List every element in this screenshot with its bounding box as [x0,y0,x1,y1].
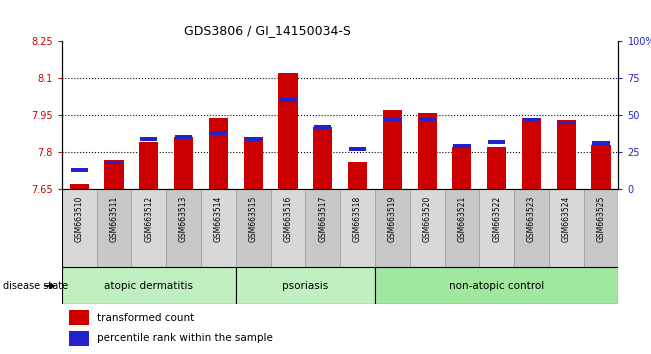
Bar [383,110,402,189]
Text: GDS3806 / GI_14150034-S: GDS3806 / GI_14150034-S [184,24,351,37]
Bar [313,127,332,189]
Text: disease state: disease state [3,281,68,291]
Bar [96,189,132,267]
Text: GSM663520: GSM663520 [422,196,432,242]
Bar [383,118,401,121]
Bar [445,189,479,267]
Bar [348,162,367,189]
Text: GSM663516: GSM663516 [283,196,292,242]
Bar [279,73,298,189]
Bar [558,121,575,124]
Text: GSM663510: GSM663510 [75,196,84,242]
Bar [514,189,549,267]
Bar [245,137,262,141]
Bar [166,189,201,267]
Bar [488,140,505,144]
Bar [375,267,618,304]
Text: transformed count: transformed count [97,313,194,323]
Text: atopic dermatitis: atopic dermatitis [104,281,193,291]
Bar [340,189,375,267]
Text: GSM663512: GSM663512 [145,196,154,242]
Text: GSM663518: GSM663518 [353,196,362,242]
Bar [201,189,236,267]
Text: GSM663513: GSM663513 [179,196,188,242]
Bar [70,184,89,189]
Bar [452,147,471,189]
Bar [584,189,618,267]
Bar [419,118,436,121]
Text: GSM663523: GSM663523 [527,196,536,242]
Bar [104,160,124,189]
Bar [349,147,366,151]
Text: non-atopic control: non-atopic control [449,281,544,291]
Bar [453,144,471,148]
Text: GSM663515: GSM663515 [249,196,258,242]
Bar [68,310,89,325]
Text: GSM663514: GSM663514 [214,196,223,242]
Text: percentile rank within the sample: percentile rank within the sample [97,333,273,343]
Bar [175,136,192,139]
Bar [487,147,506,189]
Bar [479,189,514,267]
Bar [271,189,305,267]
Text: GSM663524: GSM663524 [562,196,571,242]
Bar [375,189,409,267]
Bar [592,145,611,189]
Bar [62,267,236,304]
Bar [139,142,158,189]
Bar [68,331,89,346]
Bar [210,131,227,135]
Text: GSM663517: GSM663517 [318,196,327,242]
Bar [105,161,122,165]
Bar [236,189,271,267]
Text: GSM663525: GSM663525 [596,196,605,242]
Bar [62,189,96,267]
Bar [70,168,88,172]
Text: GSM663521: GSM663521 [458,196,466,242]
Bar [557,120,576,189]
Text: psoriasis: psoriasis [283,281,329,291]
Bar [549,189,584,267]
Bar [409,189,445,267]
Bar [140,137,158,141]
Bar [592,142,610,145]
Bar [236,267,375,304]
Bar [209,118,228,189]
Bar [417,113,437,189]
Bar [305,189,340,267]
Text: GSM663511: GSM663511 [109,196,118,242]
Bar [522,118,541,189]
Bar [314,125,331,129]
Text: GSM663522: GSM663522 [492,196,501,242]
Bar [523,118,540,121]
Bar [279,98,297,102]
Bar [243,137,263,189]
Text: GSM663519: GSM663519 [388,196,397,242]
Bar [132,189,166,267]
Bar [174,137,193,189]
